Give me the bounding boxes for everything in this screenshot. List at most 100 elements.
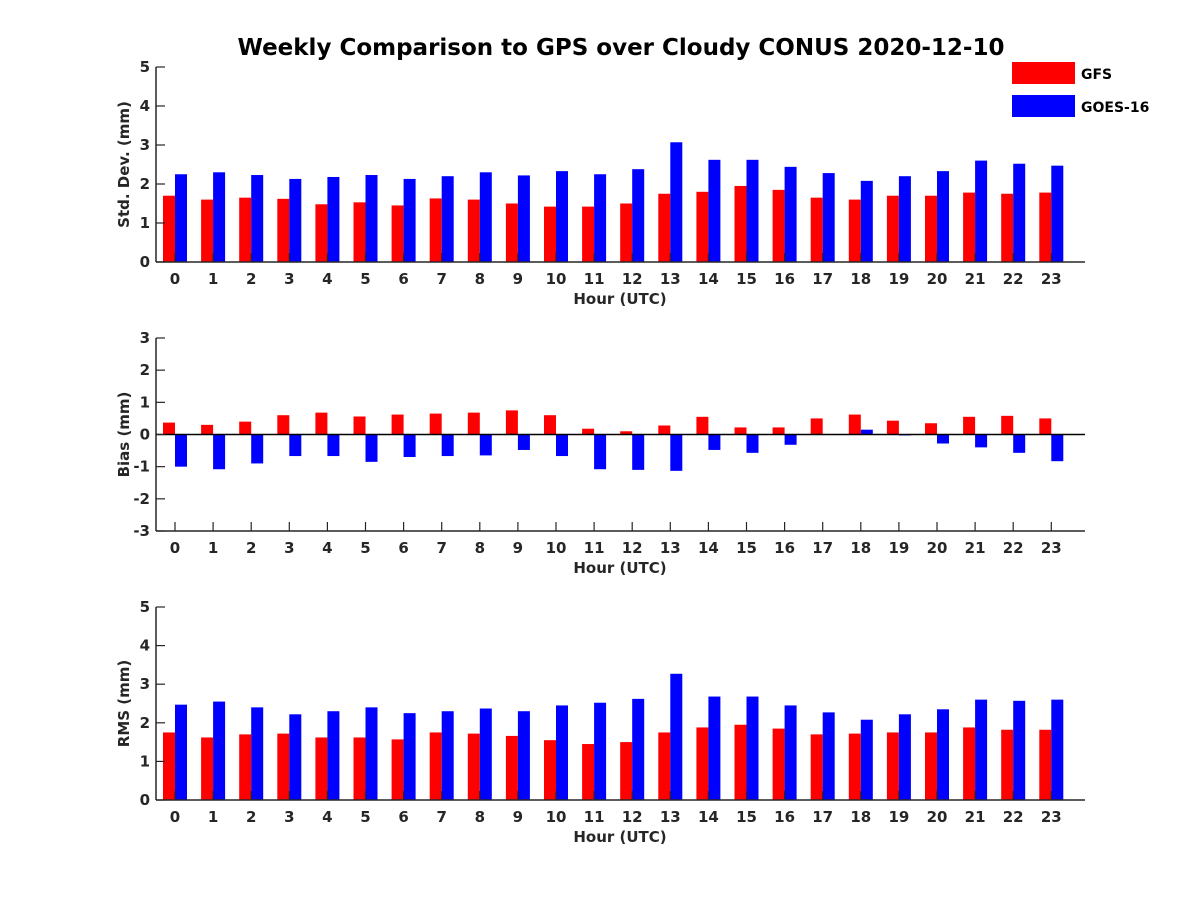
y-tick-label: 5 [140,58,150,76]
x-tick-label: 10 [546,270,567,288]
bar-goes-16-hour-23 [1051,165,1064,262]
bar-goes-16-hour-2 [251,707,264,800]
bar-gfs-hour-1 [201,737,214,800]
x-tick-label: 23 [1041,270,1062,288]
bar-gfs-hour-9 [505,735,518,800]
x-tick-label: 4 [322,270,332,288]
bar-goes-16-hour-3 [289,178,302,262]
y-tick-label: -1 [133,458,150,476]
bar-goes-16-hour-1 [213,172,226,262]
bar-goes-16-hour-0 [175,174,187,262]
x-tick-label: 7 [436,270,446,288]
bar-goes-16-hour-11 [594,434,607,470]
x-axis-label: Hour (UTC) [573,828,666,846]
bar-gfs-hour-0 [163,422,175,435]
x-tick-label: 20 [927,808,948,826]
x-tick-label: 13 [660,808,681,826]
bar-goes-16-hour-6 [403,178,416,262]
x-tick-label: 4 [322,808,332,826]
bar-gfs-hour-17 [810,734,823,800]
bar-goes-16-hour-8 [479,708,492,800]
x-tick-label: 21 [965,539,986,557]
x-tick-label: 3 [284,808,294,826]
bar-goes-16-hour-4 [327,176,340,262]
bar-goes-16-hour-21 [975,699,988,800]
bar-gfs-hour-5 [353,416,366,435]
x-tick-label: 9 [513,539,523,557]
x-tick-label: 17 [812,539,833,557]
bar-goes-16-hour-22 [1013,434,1026,453]
bar-gfs-hour-9 [505,410,518,435]
bar-goes-16-hour-22 [1013,163,1026,262]
bar-goes-16-hour-8 [479,434,492,456]
bar-gfs-hour-18 [848,199,861,262]
y-tick-label: 3 [140,329,150,347]
bar-gfs-hour-14 [696,416,709,435]
bar-gfs-hour-6 [391,205,404,262]
x-tick-label: 23 [1041,539,1062,557]
y-tick-label: -3 [133,522,150,540]
x-tick-label: 7 [436,539,446,557]
bar-gfs-hour-0 [163,732,175,800]
bar-gfs-hour-15 [734,185,747,262]
legend: GFS GOES-16 [1012,62,1149,117]
bar-goes-16-hour-20 [937,171,949,262]
bar-gfs-hour-11 [582,428,595,435]
bar-goes-16-hour-13 [670,434,683,471]
x-tick-label: 2 [246,808,256,826]
bar-gfs-hour-20 [925,195,937,262]
x-tick-label: 10 [546,539,567,557]
x-tick-label: 11 [584,539,605,557]
x-axis-label: Hour (UTC) [573,290,666,308]
x-tick-label: 9 [513,808,523,826]
x-tick-label: 17 [812,270,833,288]
bar-goes-16-hour-22 [1013,700,1026,800]
y-tick-label: 1 [140,752,150,770]
x-tick-label: 0 [170,808,180,826]
bar-gfs-hour-14 [696,191,709,262]
x-tick-label: 2 [246,270,256,288]
x-tick-label: 21 [965,808,986,826]
x-tick-label: 7 [436,808,446,826]
x-tick-label: 10 [546,808,567,826]
y-tick-label: -2 [133,490,150,508]
x-tick-label: 12 [622,808,643,826]
bar-gfs-hour-7 [429,413,442,435]
y-tick-label: 0 [140,791,150,809]
bar-goes-16-hour-7 [441,176,454,262]
legend-label: GFS [1081,67,1112,83]
x-tick-label: 19 [888,539,909,557]
x-tick-label: 11 [584,808,605,826]
x-tick-label: 4 [322,539,332,557]
bar-gfs-hour-3 [277,733,290,800]
bar-goes-16-hour-13 [670,142,683,262]
bar-goes-16-hour-15 [746,434,759,453]
x-tick-label: 19 [888,808,909,826]
bar-gfs-hour-23 [1039,729,1052,800]
bar-gfs-hour-6 [391,414,404,435]
bar-gfs-hour-10 [544,206,556,262]
bar-goes-16-hour-9 [517,711,530,800]
bar-goes-16-hour-21 [975,160,988,262]
x-tick-label: 6 [398,808,408,826]
x-tick-label: 18 [850,808,871,826]
x-tick-label: 20 [927,270,948,288]
bar-goes-16-hour-0 [175,704,187,800]
bar-gfs-hour-12 [620,203,633,262]
x-tick-label: 5 [360,808,370,826]
bar-gfs-hour-13 [658,193,671,262]
bar-goes-16-hour-23 [1051,434,1064,462]
bar-gfs-hour-1 [201,424,214,435]
x-tick-label: 21 [965,270,986,288]
bar-gfs-hour-11 [582,206,595,262]
x-tick-label: 6 [398,270,408,288]
bar-goes-16-hour-5 [365,707,378,800]
bar-gfs-hour-15 [734,427,747,435]
x-tick-label: 9 [513,270,523,288]
x-tick-label: 22 [1003,270,1024,288]
y-tick-label: 2 [140,361,150,379]
